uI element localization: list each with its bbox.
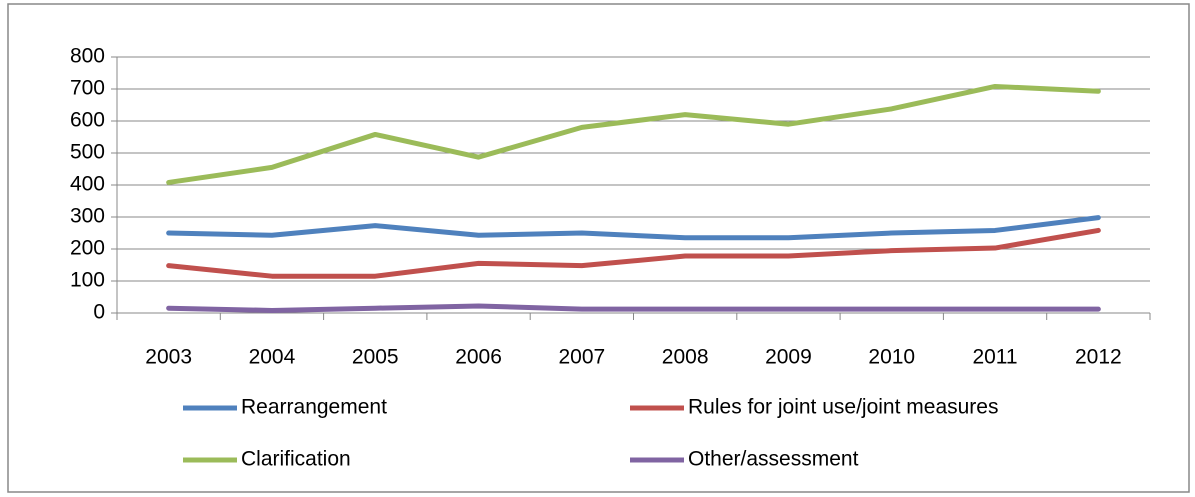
- y-tick-label: 400: [70, 173, 105, 196]
- x-tick-label: 2010: [868, 346, 915, 369]
- legend-label: Other/assessment: [688, 448, 859, 471]
- y-tick-label: 200: [70, 237, 105, 260]
- series-line: [166, 227, 1101, 279]
- y-tick-label: 100: [70, 269, 105, 292]
- x-tick-label: 2011: [972, 346, 1017, 369]
- y-tick-label: 600: [70, 109, 105, 132]
- y-tick-label: 800: [70, 45, 105, 68]
- series-line: [166, 215, 1101, 241]
- legend-label: Clarification: [241, 448, 351, 471]
- x-tick-label: 2004: [249, 346, 296, 369]
- legend-label: Rearrangement: [241, 396, 387, 419]
- x-tick-label: 2009: [765, 346, 812, 369]
- y-tick-label: 0: [93, 301, 105, 324]
- x-tick-label: 2007: [558, 346, 605, 369]
- y-tick-label: 700: [70, 77, 105, 100]
- x-tick-label: 2003: [145, 346, 192, 369]
- chart-frame: [7, 3, 1190, 493]
- x-tick-label: 2008: [662, 346, 709, 369]
- x-tick-label: 2005: [352, 346, 399, 369]
- series-line: [166, 303, 1101, 313]
- x-tick-label: 2012: [1075, 346, 1122, 369]
- y-tick-label: 500: [70, 141, 105, 164]
- x-tick-label: 2006: [455, 346, 502, 369]
- y-tick-label: 300: [70, 205, 105, 228]
- series-line: [166, 83, 1101, 185]
- legend-label: Rules for joint use/joint measures: [688, 396, 998, 419]
